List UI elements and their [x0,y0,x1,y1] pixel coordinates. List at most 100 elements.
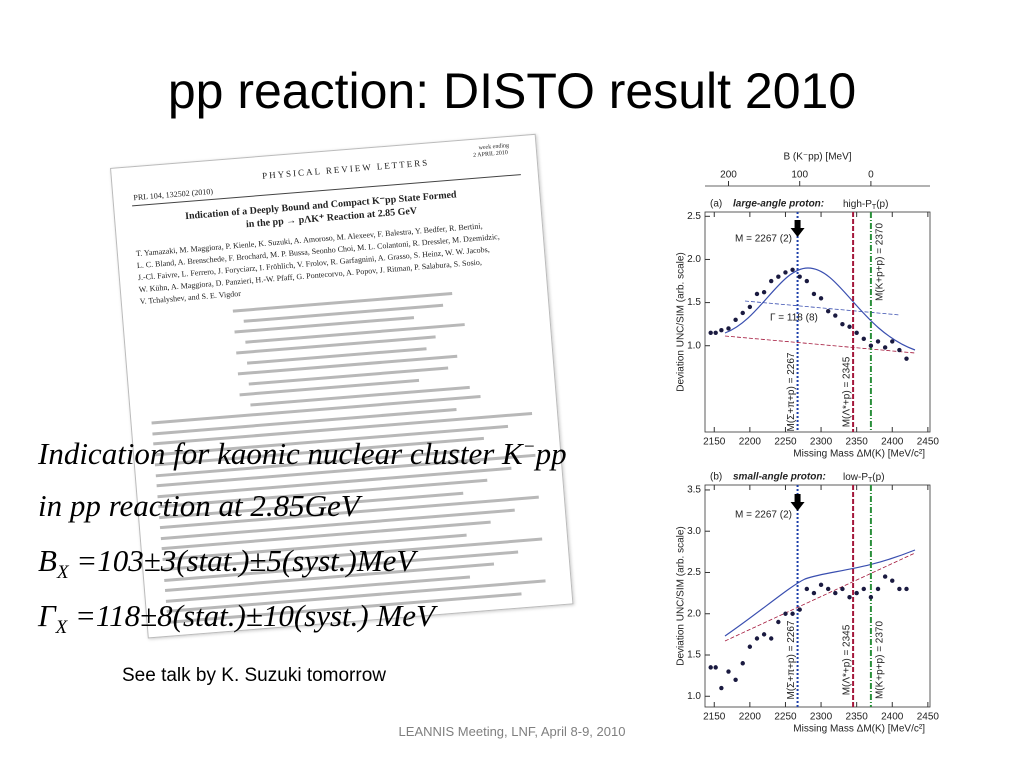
x-tick-label: 2400 [881,437,904,448]
threshold-label: M(Σ+π+p) = 2267 [786,620,797,699]
data-point [776,274,781,279]
plot-frame [704,211,931,433]
slide-title: pp reaction: DISTO result 2010 [167,63,857,119]
fit-component [744,300,901,316]
data-point [818,296,824,301]
mode-end: (p) [876,199,888,210]
data-point [854,590,859,596]
data-point [754,291,760,297]
y-axis-label: Deviation UNC/SIM (arb. scale) [676,252,687,391]
data-point [868,595,874,600]
data-point [733,317,738,323]
data-point [890,339,895,344]
x-tick-label: 2350 [846,712,869,723]
formula-part: X [56,562,69,584]
x-tick-label: 2450 [917,437,940,448]
x-axis-label: Missing Mass ΔM(K) [MeV/c²] [793,724,925,735]
data-point [761,632,767,637]
threshold-label: M(K+p+p) = 2370 [875,621,886,700]
mode-end: (p) [872,472,884,483]
top-axis-label: B (K⁻pp) [MeV] [783,152,851,163]
data-point [854,330,859,335]
mode-text: low-P [843,472,868,483]
note: See talk by K. Suzuki tomorrow [122,665,386,686]
threshold-label: M(Λ*+p) = 2345 [842,624,853,695]
top-tick-label: 200 [720,170,737,181]
mode-sub: T [872,204,877,211]
data-point [825,309,831,314]
arrow [790,494,805,511]
y-tick-label: 2.5 [687,567,701,578]
data-point [897,347,902,353]
data-point [708,665,713,670]
data-point [740,310,745,316]
data-point [875,586,881,592]
x-tick-label: 2250 [774,437,797,448]
x-tick-label: 2150 [703,712,726,723]
y-tick-label: 1.0 [687,340,701,351]
mode-sub: T [868,477,873,484]
panel-label: (a) [710,199,722,210]
background-line [724,552,916,642]
data-point [847,595,852,600]
data-point [790,267,795,273]
data-point [769,636,774,641]
data-point [847,324,852,329]
y-tick-label: 2.0 [687,254,701,265]
formula-part: X [55,617,68,639]
data-point [818,582,824,588]
annotation: Γ = 118 (8) [770,313,818,324]
mode-text: high-P [843,199,872,210]
data-point [769,278,774,284]
x-tick-label: 2200 [739,437,762,448]
formula-part: =118±8(stat.)±10(syst.) MeV [67,598,435,633]
threshold-label: M(Σ+π+p) = 2267 [786,352,797,431]
formula-part: Γ [38,598,56,633]
formula-part: pp [535,436,567,471]
y-tick-label: 1.5 [687,650,701,661]
data-point [897,586,902,592]
panel-heading: small-angle proton: [733,472,826,483]
x-tick-label: 2350 [846,437,869,448]
data-point [804,278,810,284]
formula-part: =103±3(stat.)±5(syst.)MeV [68,543,416,578]
top-tick-label: 0 [868,170,874,181]
plot-frame [704,484,931,708]
data-point [747,644,753,649]
x-tick-label: 2300 [810,437,833,448]
x-tick-label: 2400 [881,712,904,723]
footer: LEANNIS Meeting, LNF, April 8-9, 2010 [398,724,626,739]
data-point [713,665,718,670]
annotation: M = 2267 (2) [735,510,792,521]
data-point [719,685,724,691]
formula-part: in pp reaction at 2.85GeV [38,488,360,523]
data-point [747,304,753,310]
data-point [811,291,817,297]
arrow [790,220,805,237]
formula: in pp reaction at 2.85GeV [38,488,360,524]
top-tick-label: 100 [791,170,808,181]
background-line [724,335,916,354]
data-point [868,343,874,348]
x-tick-label: 2450 [917,712,940,723]
data-point [825,586,831,592]
data-point [726,669,731,674]
data-point [783,611,788,616]
data-point [708,330,713,335]
data-point [840,321,845,327]
x-tick-label: 2300 [810,712,833,723]
data-point [861,336,866,342]
data-point [890,578,895,583]
data-point [833,313,838,318]
panel-mode: high-PT(p) [843,199,888,211]
data-point [726,326,731,331]
data-point [713,330,718,335]
y-tick-label: 1.0 [687,691,701,702]
formula-part: B [38,543,57,578]
annotation: M = 2267 (2) [735,234,792,245]
y-tick-label: 3.0 [687,526,701,537]
data-point [776,619,781,625]
data-point [804,586,810,592]
x-tick-label: 2150 [703,437,726,448]
